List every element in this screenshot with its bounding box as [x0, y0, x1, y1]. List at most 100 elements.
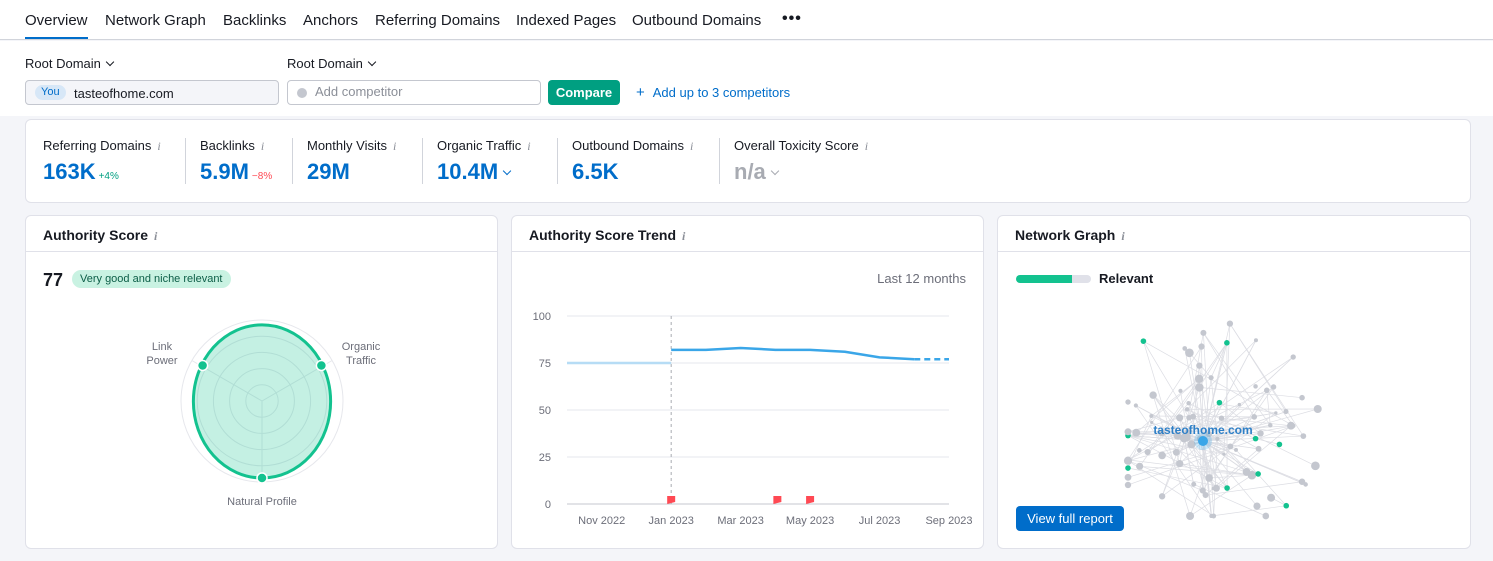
network-node[interactable]: [1149, 413, 1154, 419]
metric-outbound-domains[interactable]: Outbound Domains i 6.5K: [572, 138, 693, 185]
info-icon[interactable]: i: [157, 139, 161, 153]
network-node[interactable]: [1198, 343, 1205, 350]
metric-monthly-visits[interactable]: Monthly Visits i 29M: [307, 138, 396, 185]
network-node[interactable]: [1263, 387, 1270, 394]
network-node[interactable]: [1253, 502, 1261, 510]
root-domain-dropdown-you[interactable]: Root Domain: [25, 56, 115, 71]
chevron-down-icon[interactable]: [502, 166, 512, 176]
more-tabs-icon[interactable]: •••: [782, 10, 802, 27]
network-node[interactable]: [1136, 448, 1142, 453]
network-node[interactable]: [1299, 394, 1305, 401]
network-graph-visual[interactable]: tasteofhome.com: [998, 216, 1472, 550]
network-node[interactable]: [1185, 348, 1194, 358]
info-icon[interactable]: i: [682, 229, 686, 243]
metric-organic-traffic[interactable]: Organic Traffic i 10.4M: [437, 138, 531, 185]
info-icon[interactable]: i: [154, 229, 158, 243]
network-node[interactable]: [1234, 447, 1238, 452]
tab-outbound-domains[interactable]: Outbound Domains: [632, 12, 762, 29]
network-node[interactable]: [1172, 448, 1180, 456]
root-domain-dropdown-competitor[interactable]: Root Domain: [287, 56, 377, 71]
network-node[interactable]: [1158, 429, 1166, 437]
info-icon[interactable]: i: [260, 139, 265, 153]
network-node[interactable]: [1195, 383, 1204, 392]
competitor-field[interactable]: [287, 80, 541, 105]
network-node[interactable]: [1212, 484, 1220, 492]
network-node[interactable]: [1255, 445, 1262, 452]
network-node[interactable]: [1257, 430, 1264, 437]
network-node[interactable]: [1215, 436, 1220, 441]
network-node[interactable]: [1125, 399, 1131, 405]
network-center-node[interactable]: [1198, 436, 1208, 446]
network-node[interactable]: [1311, 461, 1320, 471]
network-node[interactable]: [1123, 456, 1133, 465]
network-node[interactable]: [1267, 493, 1276, 502]
network-node[interactable]: [1270, 384, 1277, 390]
network-node[interactable]: [1313, 404, 1322, 413]
event-marker[interactable]: [806, 496, 815, 504]
network-node[interactable]: [1176, 459, 1184, 468]
network-node[interactable]: [1191, 481, 1197, 487]
network-node[interactable]: [1158, 493, 1166, 500]
network-node[interactable]: [1186, 401, 1191, 406]
network-node[interactable]: [1150, 420, 1154, 425]
network-node[interactable]: [1226, 320, 1234, 327]
network-node[interactable]: [1283, 502, 1290, 509]
network-node[interactable]: [1199, 487, 1206, 494]
network-node[interactable]: [1182, 432, 1191, 442]
radar-point-link-power[interactable]: [196, 359, 209, 372]
radar-point-natural-profile[interactable]: [256, 472, 268, 484]
network-node[interactable]: [1186, 415, 1192, 421]
tab-referring-domains[interactable]: Referring Domains: [375, 12, 501, 29]
network-node[interactable]: [1268, 422, 1273, 428]
network-node[interactable]: [1290, 354, 1296, 360]
your-domain-field[interactable]: You tasteofhome.com: [25, 80, 279, 105]
network-node[interactable]: [1184, 407, 1190, 412]
network-node[interactable]: [1253, 384, 1258, 389]
network-node[interactable]: [1208, 375, 1214, 381]
network-node[interactable]: [1140, 338, 1147, 344]
metric-referring-domains[interactable]: Referring Domains i 163K +4%: [43, 138, 161, 185]
network-node[interactable]: [1216, 399, 1223, 406]
network-node[interactable]: [1196, 362, 1203, 369]
info-icon[interactable]: i: [1121, 229, 1125, 243]
network-node[interactable]: [1205, 431, 1213, 438]
network-node[interactable]: [1124, 473, 1132, 481]
info-icon[interactable]: i: [392, 139, 397, 153]
info-icon[interactable]: i: [527, 139, 531, 153]
compare-button[interactable]: Compare: [548, 80, 620, 105]
network-node[interactable]: [1276, 441, 1283, 448]
network-node[interactable]: [1218, 415, 1225, 421]
network-node[interactable]: [1224, 485, 1230, 491]
competitor-input[interactable]: [315, 84, 525, 99]
radar-point-organic-traffic[interactable]: [315, 359, 328, 372]
network-node[interactable]: [1133, 403, 1138, 408]
network-node[interactable]: [1187, 440, 1196, 449]
event-marker[interactable]: [773, 496, 782, 504]
network-node[interactable]: [1176, 414, 1184, 422]
network-node[interactable]: [1251, 414, 1258, 420]
network-node[interactable]: [1255, 471, 1261, 477]
network-node[interactable]: [1300, 433, 1307, 439]
metric-toxicity-score[interactable]: Overall Toxicity Score i n/a: [734, 138, 868, 185]
network-node[interactable]: [1182, 346, 1188, 351]
network-node[interactable]: [1144, 448, 1151, 456]
network-node[interactable]: [1186, 511, 1195, 521]
tab-overview[interactable]: Overview: [25, 12, 88, 39]
network-node[interactable]: [1202, 492, 1209, 499]
info-icon[interactable]: i: [864, 139, 869, 153]
network-node[interactable]: [1136, 462, 1144, 470]
network-node[interactable]: [1132, 428, 1141, 437]
network-node[interactable]: [1200, 329, 1207, 336]
info-icon[interactable]: i: [690, 139, 694, 153]
network-node[interactable]: [1242, 467, 1251, 476]
network-node[interactable]: [1194, 374, 1204, 384]
network-node[interactable]: [1237, 402, 1241, 407]
network-node[interactable]: [1262, 512, 1270, 520]
network-node[interactable]: [1124, 428, 1132, 436]
tab-network-graph[interactable]: Network Graph: [105, 12, 206, 29]
tab-anchors[interactable]: Anchors: [303, 12, 359, 29]
network-node[interactable]: [1291, 423, 1296, 428]
network-node[interactable]: [1205, 474, 1213, 482]
chevron-down-icon[interactable]: [770, 166, 780, 176]
network-node[interactable]: [1227, 443, 1234, 450]
